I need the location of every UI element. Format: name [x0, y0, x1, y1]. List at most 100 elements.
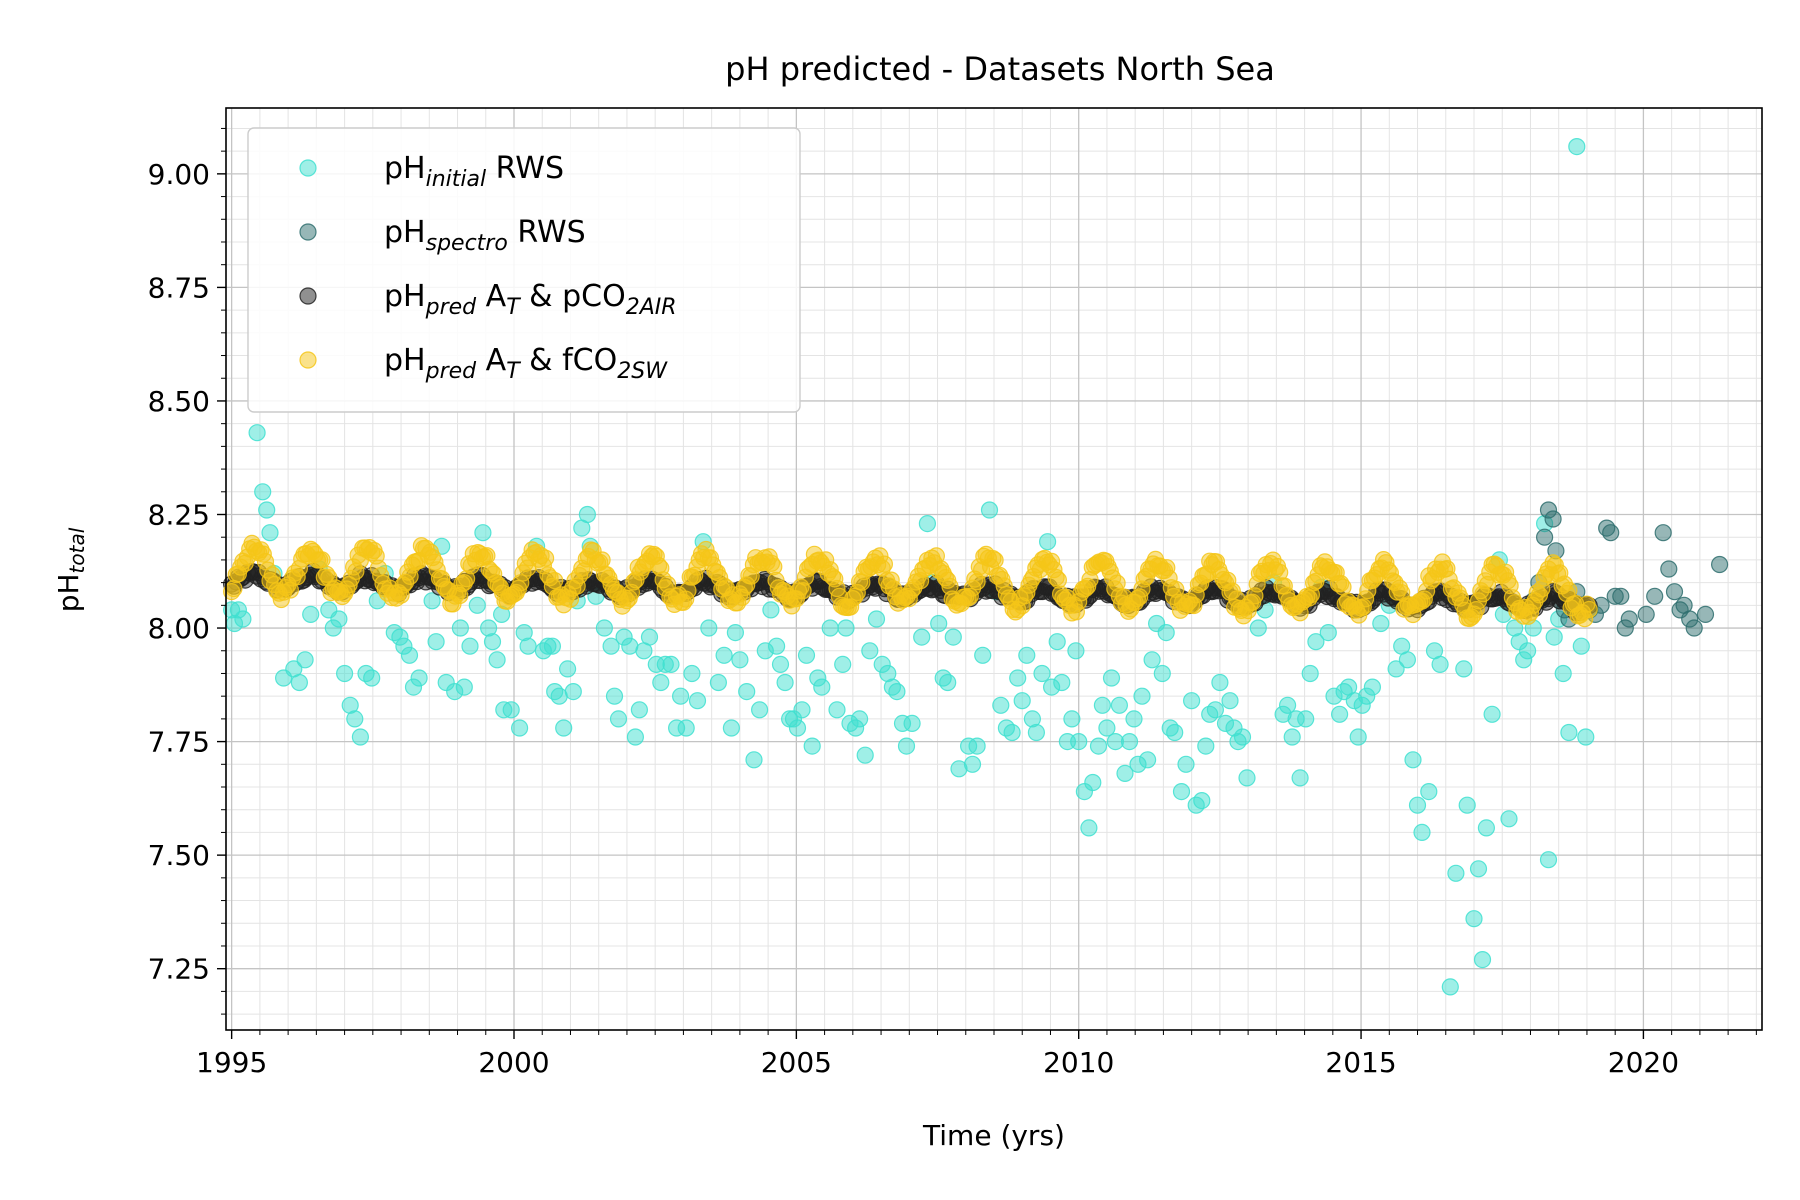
- data-point: [677, 719, 695, 737]
- data-point: [1539, 851, 1558, 869]
- legend-label-text: pH: [384, 151, 426, 186]
- data-point: [302, 605, 320, 624]
- data-point: [1554, 664, 1572, 683]
- x-tick-label: 2010: [1043, 1046, 1114, 1079]
- data-point: [1518, 642, 1537, 660]
- data-point: [1133, 687, 1151, 705]
- data-point: [1053, 673, 1071, 692]
- data-point: [939, 673, 957, 692]
- legend-marker: [299, 351, 317, 369]
- data-point: [767, 637, 786, 655]
- data-point: [731, 651, 749, 669]
- legend-label: pHinitial RWS: [384, 151, 564, 192]
- data-point: [1278, 696, 1297, 714]
- data-point: [1197, 737, 1215, 755]
- legend-label: pHpred AT & fCO2SW: [384, 343, 668, 384]
- data-point: [1110, 696, 1129, 714]
- data-point: [1602, 524, 1620, 542]
- data-point: [1080, 819, 1098, 837]
- data-point: [455, 678, 473, 696]
- data-point: [875, 555, 894, 573]
- data-point: [688, 692, 707, 710]
- data-point: [1660, 560, 1678, 578]
- data-point: [1372, 614, 1390, 633]
- data-point: [671, 687, 690, 705]
- data-point: [1500, 810, 1518, 828]
- series-ph-pred-at-fco2sw: [223, 534, 1598, 628]
- data-point: [1363, 678, 1382, 696]
- data-point: [1166, 723, 1184, 742]
- data-point: [225, 579, 243, 598]
- data-point: [861, 642, 879, 660]
- y-tick-label: 8.75: [148, 271, 210, 304]
- x-tick-label: 2020: [1608, 1046, 1679, 1079]
- data-point: [821, 619, 839, 637]
- data-point: [1545, 628, 1563, 646]
- legend-label-text: & fCO: [520, 343, 618, 378]
- data-point: [423, 592, 441, 610]
- data-point: [536, 549, 555, 567]
- data-point: [248, 424, 266, 442]
- data-point: [1084, 773, 1102, 792]
- data-point: [1206, 701, 1225, 719]
- data-point: [771, 655, 790, 674]
- legend-label-text: A: [476, 279, 507, 314]
- data-point: [1465, 910, 1483, 928]
- data-point: [1408, 796, 1427, 814]
- legend-label-subscript: 2AIR: [626, 295, 677, 320]
- data-point: [1067, 642, 1085, 660]
- data-point: [1469, 860, 1488, 878]
- data-point: [1398, 651, 1417, 669]
- y-tick-label: 9.00: [148, 158, 210, 191]
- data-point: [1049, 571, 1068, 589]
- y-axis-label-base: pH: [52, 573, 85, 612]
- y-tick-label: 8.50: [148, 385, 210, 418]
- data-point: [546, 571, 564, 590]
- data-point: [427, 633, 445, 651]
- data-point: [1038, 533, 1057, 551]
- legend-label-subscript: pred: [425, 295, 478, 320]
- data-point: [1572, 637, 1590, 655]
- data-point: [351, 728, 369, 746]
- data-point: [968, 737, 986, 755]
- legend-label-text: pH: [384, 215, 426, 250]
- data-point: [788, 719, 807, 737]
- data-point: [1447, 864, 1465, 882]
- data-point: [1535, 528, 1554, 546]
- data-point: [488, 651, 506, 669]
- data-point: [813, 678, 831, 696]
- data-point: [1089, 737, 1108, 755]
- data-point: [630, 701, 649, 719]
- y-tick-label: 7.50: [148, 839, 210, 872]
- data-point: [974, 646, 992, 664]
- data-point: [519, 637, 537, 655]
- data-points: [223, 138, 1729, 996]
- data-point: [410, 669, 428, 687]
- data-point: [602, 637, 620, 655]
- x-tick-label: 2015: [1325, 1046, 1396, 1079]
- data-point: [683, 664, 701, 683]
- data-point: [1404, 751, 1422, 769]
- data-point: [555, 719, 573, 737]
- data-point: [254, 483, 272, 501]
- data-point: [726, 623, 745, 642]
- data-point: [1009, 669, 1027, 687]
- data-point: [1249, 619, 1267, 637]
- data-point: [502, 701, 520, 719]
- data-point: [837, 619, 855, 637]
- legend-label-text: & pCO: [520, 279, 626, 314]
- x-axis-label: Time (yrs): [922, 1119, 1065, 1152]
- data-point: [762, 601, 780, 619]
- data-point: [1420, 782, 1438, 801]
- data-point: [992, 696, 1010, 714]
- data-point: [1473, 950, 1492, 969]
- data-point: [1033, 664, 1051, 683]
- legend-marker: [299, 159, 317, 177]
- data-point: [609, 710, 628, 728]
- legend-label-text: RWS: [508, 215, 586, 250]
- legend-label: pHpred AT & pCO2AIR: [384, 279, 677, 320]
- data-point: [468, 596, 486, 614]
- y-tick-label: 8.25: [148, 498, 210, 531]
- data-point: [543, 637, 562, 655]
- data-point: [715, 646, 733, 664]
